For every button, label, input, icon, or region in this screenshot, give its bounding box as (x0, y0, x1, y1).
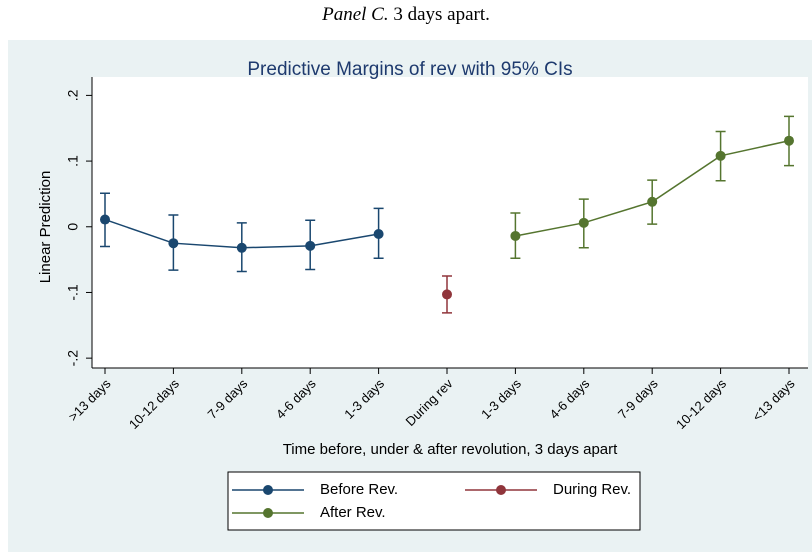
legend-label: After Rev. (320, 504, 386, 521)
legend-label: During Rev. (553, 481, 631, 498)
point (715, 150, 726, 161)
legend-marker (263, 485, 273, 495)
point (236, 242, 247, 253)
caption: Panel C. 3 days apart. (0, 4, 812, 26)
point (647, 196, 658, 207)
y-tick-label: .1 (65, 155, 81, 167)
point (305, 240, 316, 251)
point (578, 217, 589, 228)
x-axis-title: Time before, under & after revolution, 3… (283, 441, 618, 458)
point (784, 135, 794, 146)
y-tick-label: -.1 (65, 284, 81, 301)
point (442, 289, 452, 300)
point (100, 214, 110, 225)
plot-area (92, 77, 808, 368)
y-tick-label: .2 (65, 89, 81, 101)
caption-label: Panel C. (322, 4, 389, 25)
legend (227, 471, 641, 531)
y-tick-label: -.2 (65, 350, 81, 367)
legend-marker (263, 508, 273, 518)
caption-text: 3 days apart. (393, 4, 490, 25)
legend-label: Before Rev. (320, 481, 398, 498)
legend-marker (496, 485, 506, 495)
y-tick-label: 0 (65, 223, 81, 231)
point (510, 230, 521, 241)
y-axis-title: Linear Prediction (37, 171, 54, 284)
chart-title: Predictive Margins of rev with 95% CIs (247, 59, 572, 80)
point (168, 238, 179, 249)
point (373, 228, 384, 239)
